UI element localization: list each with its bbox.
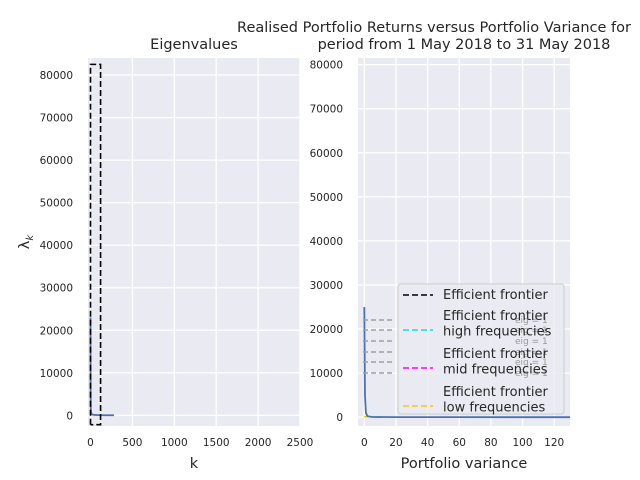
x-tick-label: 2000 [245,437,272,449]
eigenvalues-x-label: k [190,456,199,472]
y-tick-label: 30000 [310,280,343,292]
y-tick-label: 70000 [310,104,343,116]
y-tick-label: 80000 [310,60,343,72]
x-tick-label: 1500 [203,437,230,449]
eigenvalues-plot-area [88,58,300,426]
dashed-series-line [89,63,102,426]
eigenvalues-grid [88,58,301,426]
y-tick-label: 40000 [40,240,73,252]
y-tick-label: 80000 [40,70,73,82]
faint-legend-label: eig = 1 [515,337,548,347]
y-tick-label: 40000 [310,236,343,248]
portfolio-subtitle: period from 1 May 2018 to 31 May 2018 [318,37,611,53]
x-tick-label: 2500 [287,437,314,449]
x-tick-label: 80 [484,437,497,449]
legend-entry-label: Efficient frontier low frequencies [443,385,549,416]
faint-legend-label: eig = 1 [515,358,548,368]
faint-legend-label: eig = 1 [515,316,548,326]
portfolio-title: Realised Portfolio Returns versus Portfo… [237,20,631,36]
y-tick-label: 10000 [40,368,73,380]
dashed-series-line [363,415,367,418]
x-tick-label: 40 [421,437,434,449]
portfolio-tick-labels: 0 20 40 60 80 100 120 0 10000 20000 30000 40000 5000… [310,60,565,449]
y-tick-label: 50000 [310,192,343,204]
y-tick-label: 60000 [40,155,73,167]
eigenvalues-title: Eigenvalues [150,37,238,53]
eigenvalues-data [89,63,114,426]
y-tick-label: 10000 [310,368,343,380]
series-line [363,307,571,419]
eigenvalues-tick-labels: 0 500 1000 1500 2000 2500 0 10000 20000 30000 4000… [40,70,314,449]
x-tick-label: 100 [513,437,533,449]
series-line [89,317,114,417]
eigenvalues-axes: 0 500 1000 1500 2000 2500 0 10000 20000 30000 4000… [17,37,313,472]
portfolio-axes: 0 20 40 60 80 100 120 0 10000 20000 30000 40000 5000… [237,20,631,472]
portfolio-data [363,307,571,419]
faint-legend-label: eig = 1 [515,348,548,358]
x-tick-label: 60 [453,437,466,449]
y-tick-label: 0 [66,410,73,422]
x-tick-label: 120 [544,437,564,449]
x-tick-label: 0 [361,437,368,449]
legend-frame [397,283,565,415]
y-tick-label: 60000 [310,148,343,160]
portfolio-x-label: Portfolio variance [401,456,528,472]
x-tick-label: 20 [389,437,402,449]
x-tick-label: 1000 [161,437,188,449]
y-tick-label: 20000 [40,325,73,337]
legend-entry-label: Efficient frontier [443,288,549,303]
y-tick-label: 50000 [40,198,73,210]
legend-entry-label: Efficient frontier mid frequencies [443,347,549,378]
x-tick-label: 500 [122,437,142,449]
eigenvalues-y-label: λk [17,234,36,250]
y-tick-label: 70000 [40,113,73,125]
faint-legend-label: eig = 1 [515,326,548,336]
faint-legend-label: eig = 1 [515,369,548,379]
y-tick-label: 30000 [40,283,73,295]
y-tick-label: 20000 [310,324,343,336]
y-tick-label: 0 [336,412,343,424]
legend-entry-label: Efficient frontier high frequencies [443,309,552,340]
x-tick-label: 0 [87,437,94,449]
